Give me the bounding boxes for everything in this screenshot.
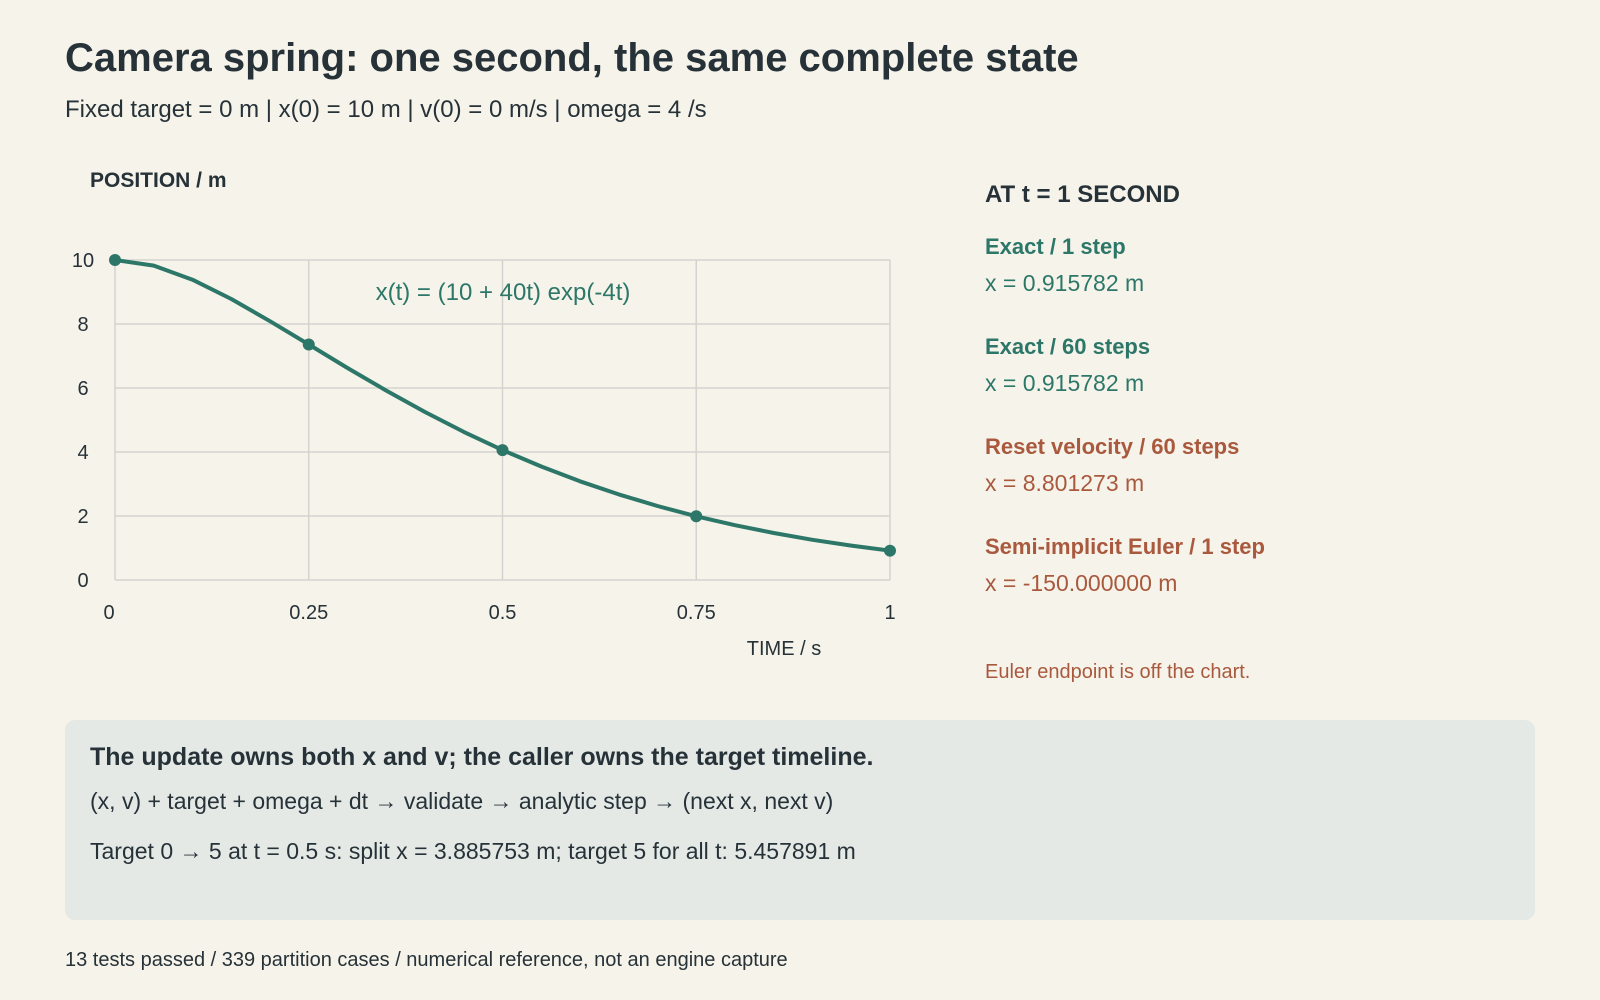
result-label: Semi-implicit Euler / 1 step [985, 534, 1265, 559]
y-tick-label: 8 [77, 314, 88, 336]
data-point-marker [884, 544, 896, 557]
x-tick-label: 0.75 [677, 602, 716, 624]
page-subtitle: Fixed target = 0 m | x(0) = 10 m | v(0) … [65, 96, 707, 123]
x-tick-label: 0 [103, 602, 114, 624]
x-axis-label: TIME / s [747, 638, 821, 660]
data-point-marker [690, 510, 703, 523]
result-semi-implicit-euler: Semi-implicit Euler / 1 step x = -150.00… [985, 534, 1485, 597]
results-heading: AT t = 1 SECOND [985, 181, 1180, 208]
data-point-marker [109, 254, 121, 266]
result-value: x = 0.915782 m [985, 270, 1145, 296]
y-tick-label: 6 [77, 378, 88, 400]
summary-detail: Target 0 → 5 at t = 0.5 s: split x = 3.8… [90, 838, 856, 864]
y-tick-label: 0 [77, 570, 88, 592]
formula-annotation: x(t) = (10 + 40t) exp(-4t) [376, 279, 631, 306]
x-tick-label: 1 [884, 602, 895, 624]
chart-grid [114, 259, 891, 581]
result-reset-velocity: Reset velocity / 60 steps x = 8.801273 m [985, 434, 1485, 497]
summary-panel: The update owns both x and v; the caller… [65, 720, 1535, 920]
page-title: Camera spring: one second, the same comp… [65, 36, 1079, 80]
summary-heading: The update owns both x and v; the caller… [90, 743, 874, 771]
result-value: x = 0.915782 m [985, 370, 1145, 396]
footer-note: 13 tests passed / 339 partition cases / … [65, 949, 788, 971]
x-tick-label: 0.25 [289, 602, 328, 624]
euler-note: Euler endpoint is off the chart. [985, 661, 1251, 683]
result-exact-1-step: Exact / 1 step x = 0.915782 m [985, 234, 1485, 297]
y-axis-label: POSITION / m [90, 169, 227, 192]
chart-markers [109, 254, 896, 557]
result-label: Exact / 1 step [985, 234, 1126, 259]
y-tick-label: 2 [77, 506, 88, 528]
summary-flow: (x, v) + target + omega + dt → validate … [90, 788, 834, 814]
result-label: Exact / 60 steps [985, 334, 1151, 359]
data-point-marker [496, 444, 509, 457]
result-label: Reset velocity / 60 steps [985, 434, 1240, 459]
data-point-marker [302, 338, 315, 351]
result-value: x = 8.801273 m [985, 470, 1145, 496]
result-exact-60-steps: Exact / 60 steps x = 0.915782 m [985, 334, 1485, 397]
result-value: x = -150.000000 m [985, 570, 1178, 596]
y-tick-label: 10 [72, 250, 94, 272]
y-tick-label: 4 [77, 442, 88, 464]
x-tick-label: 0.5 [489, 602, 517, 624]
